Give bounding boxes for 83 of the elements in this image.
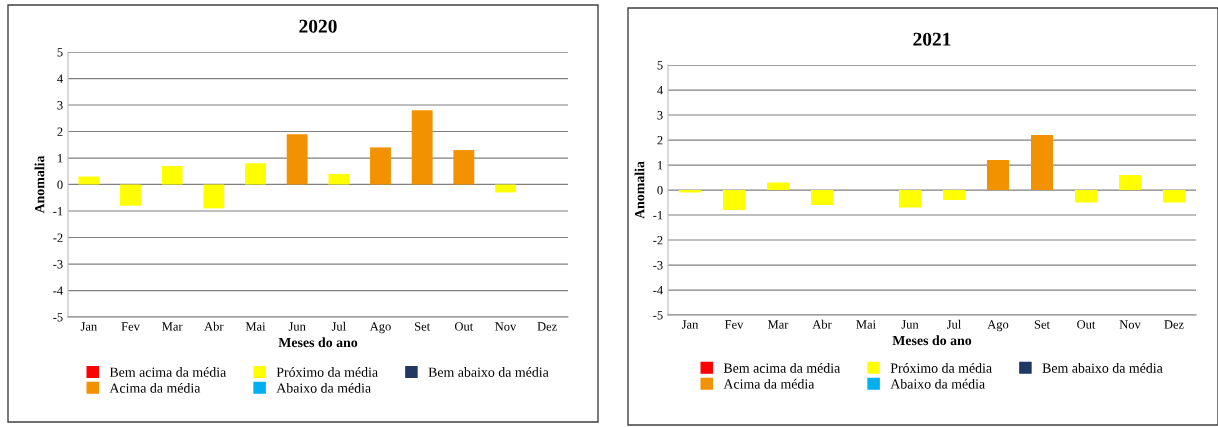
y-tick-label: 5 (57, 48, 63, 57)
bar (495, 184, 516, 193)
legend-label: Bem acima da média (109, 367, 227, 377)
x-tick-label: Jun (288, 322, 306, 331)
x-tick-label: Fev (724, 320, 744, 329)
y-tick-label: -5 (653, 311, 663, 320)
y-tick-label: -3 (653, 261, 663, 270)
x-tick-label: Jun (901, 320, 919, 329)
y-tick-label: 1 (657, 161, 663, 170)
x-tick-label: Ago (369, 322, 391, 334)
bar (328, 173, 350, 185)
bar (1163, 190, 1185, 203)
x-tick-label: Jan (681, 320, 699, 329)
chart-title: 2020 (299, 19, 337, 33)
x-tick-label: Abr (204, 321, 224, 331)
legend-label: Abaixo da média (890, 378, 985, 389)
y-tick-label: -1 (53, 207, 63, 216)
y-tick-label: -4 (53, 286, 63, 295)
legend-label: Bem acima da média (723, 362, 841, 373)
x-tick-label: Dez (1164, 320, 1184, 329)
bar (1031, 135, 1053, 190)
y-tick-label: 5 (657, 61, 663, 70)
y-tick-label: 2 (57, 127, 63, 136)
x-axis-title: Meses do ano (892, 335, 972, 346)
legend-label: Bem abaixo da média (1042, 362, 1163, 373)
legend-label: Próximo da média (890, 362, 992, 373)
bar (811, 190, 833, 205)
x-tick-label: Fev (121, 322, 140, 331)
bar (899, 190, 921, 208)
bar (1119, 175, 1141, 190)
y-tick-label: -2 (53, 233, 63, 242)
bar (1075, 190, 1097, 203)
x-tick-label: Set (415, 322, 431, 331)
bar (286, 134, 308, 185)
bar (767, 182, 789, 190)
y-axis-title: Anomalia (634, 161, 645, 219)
y-tick-label: 4 (657, 86, 663, 95)
x-axis-title: Meses do ano (278, 337, 358, 348)
y-tick-label: 4 (57, 74, 63, 83)
bar (370, 147, 391, 185)
bar (723, 190, 745, 210)
bar (203, 184, 225, 209)
y-tick-label: 1 (57, 154, 63, 163)
y-tick-label: 3 (657, 111, 663, 120)
legend-label: Acima da média (723, 378, 815, 389)
bar (245, 163, 266, 185)
x-tick-label: Mar (162, 322, 183, 331)
y-tick-label: -3 (53, 260, 63, 269)
x-tick-label: Out (454, 322, 474, 331)
x-tick-label: Ago (987, 320, 1009, 332)
bar (411, 110, 433, 185)
y-tick-label: 0 (57, 180, 63, 189)
legend-label: Abaixo da média (276, 382, 371, 393)
legend-label: Acima da média (109, 382, 201, 393)
y-tick-label: -5 (53, 313, 63, 322)
legend-label: Próximo da média (276, 367, 378, 377)
bar (679, 190, 701, 193)
y-axis-title: Anomalia (34, 155, 45, 214)
x-tick-label: Jul (331, 321, 346, 331)
x-tick-label: Mai (856, 320, 876, 329)
x-tick-label: Jan (80, 322, 97, 331)
y-tick-label: -2 (653, 236, 663, 245)
bar (453, 150, 475, 185)
x-tick-label: Mai (245, 322, 266, 331)
x-tick-label: Dez (537, 322, 557, 331)
chart-title: 2021 (913, 32, 951, 46)
y-tick-label: 3 (57, 101, 63, 110)
bar (943, 190, 965, 200)
x-tick-label: Jul (946, 319, 962, 329)
x-tick-label: Mar (767, 320, 789, 329)
legend-label: Bem abaixo da média (428, 367, 549, 377)
y-tick-label: -1 (653, 211, 663, 220)
bar (161, 165, 183, 185)
x-tick-label: Nov (495, 322, 517, 331)
bar (987, 160, 1009, 190)
x-tick-label: Abr (812, 319, 832, 329)
y-tick-label: 2 (657, 136, 663, 145)
y-tick-label: -4 (653, 286, 663, 295)
x-tick-label: Out (1077, 320, 1096, 329)
x-tick-label: Nov (1119, 320, 1141, 329)
bar (120, 184, 141, 206)
x-tick-label: Set (1034, 320, 1050, 329)
y-tick-label: 0 (657, 186, 663, 195)
